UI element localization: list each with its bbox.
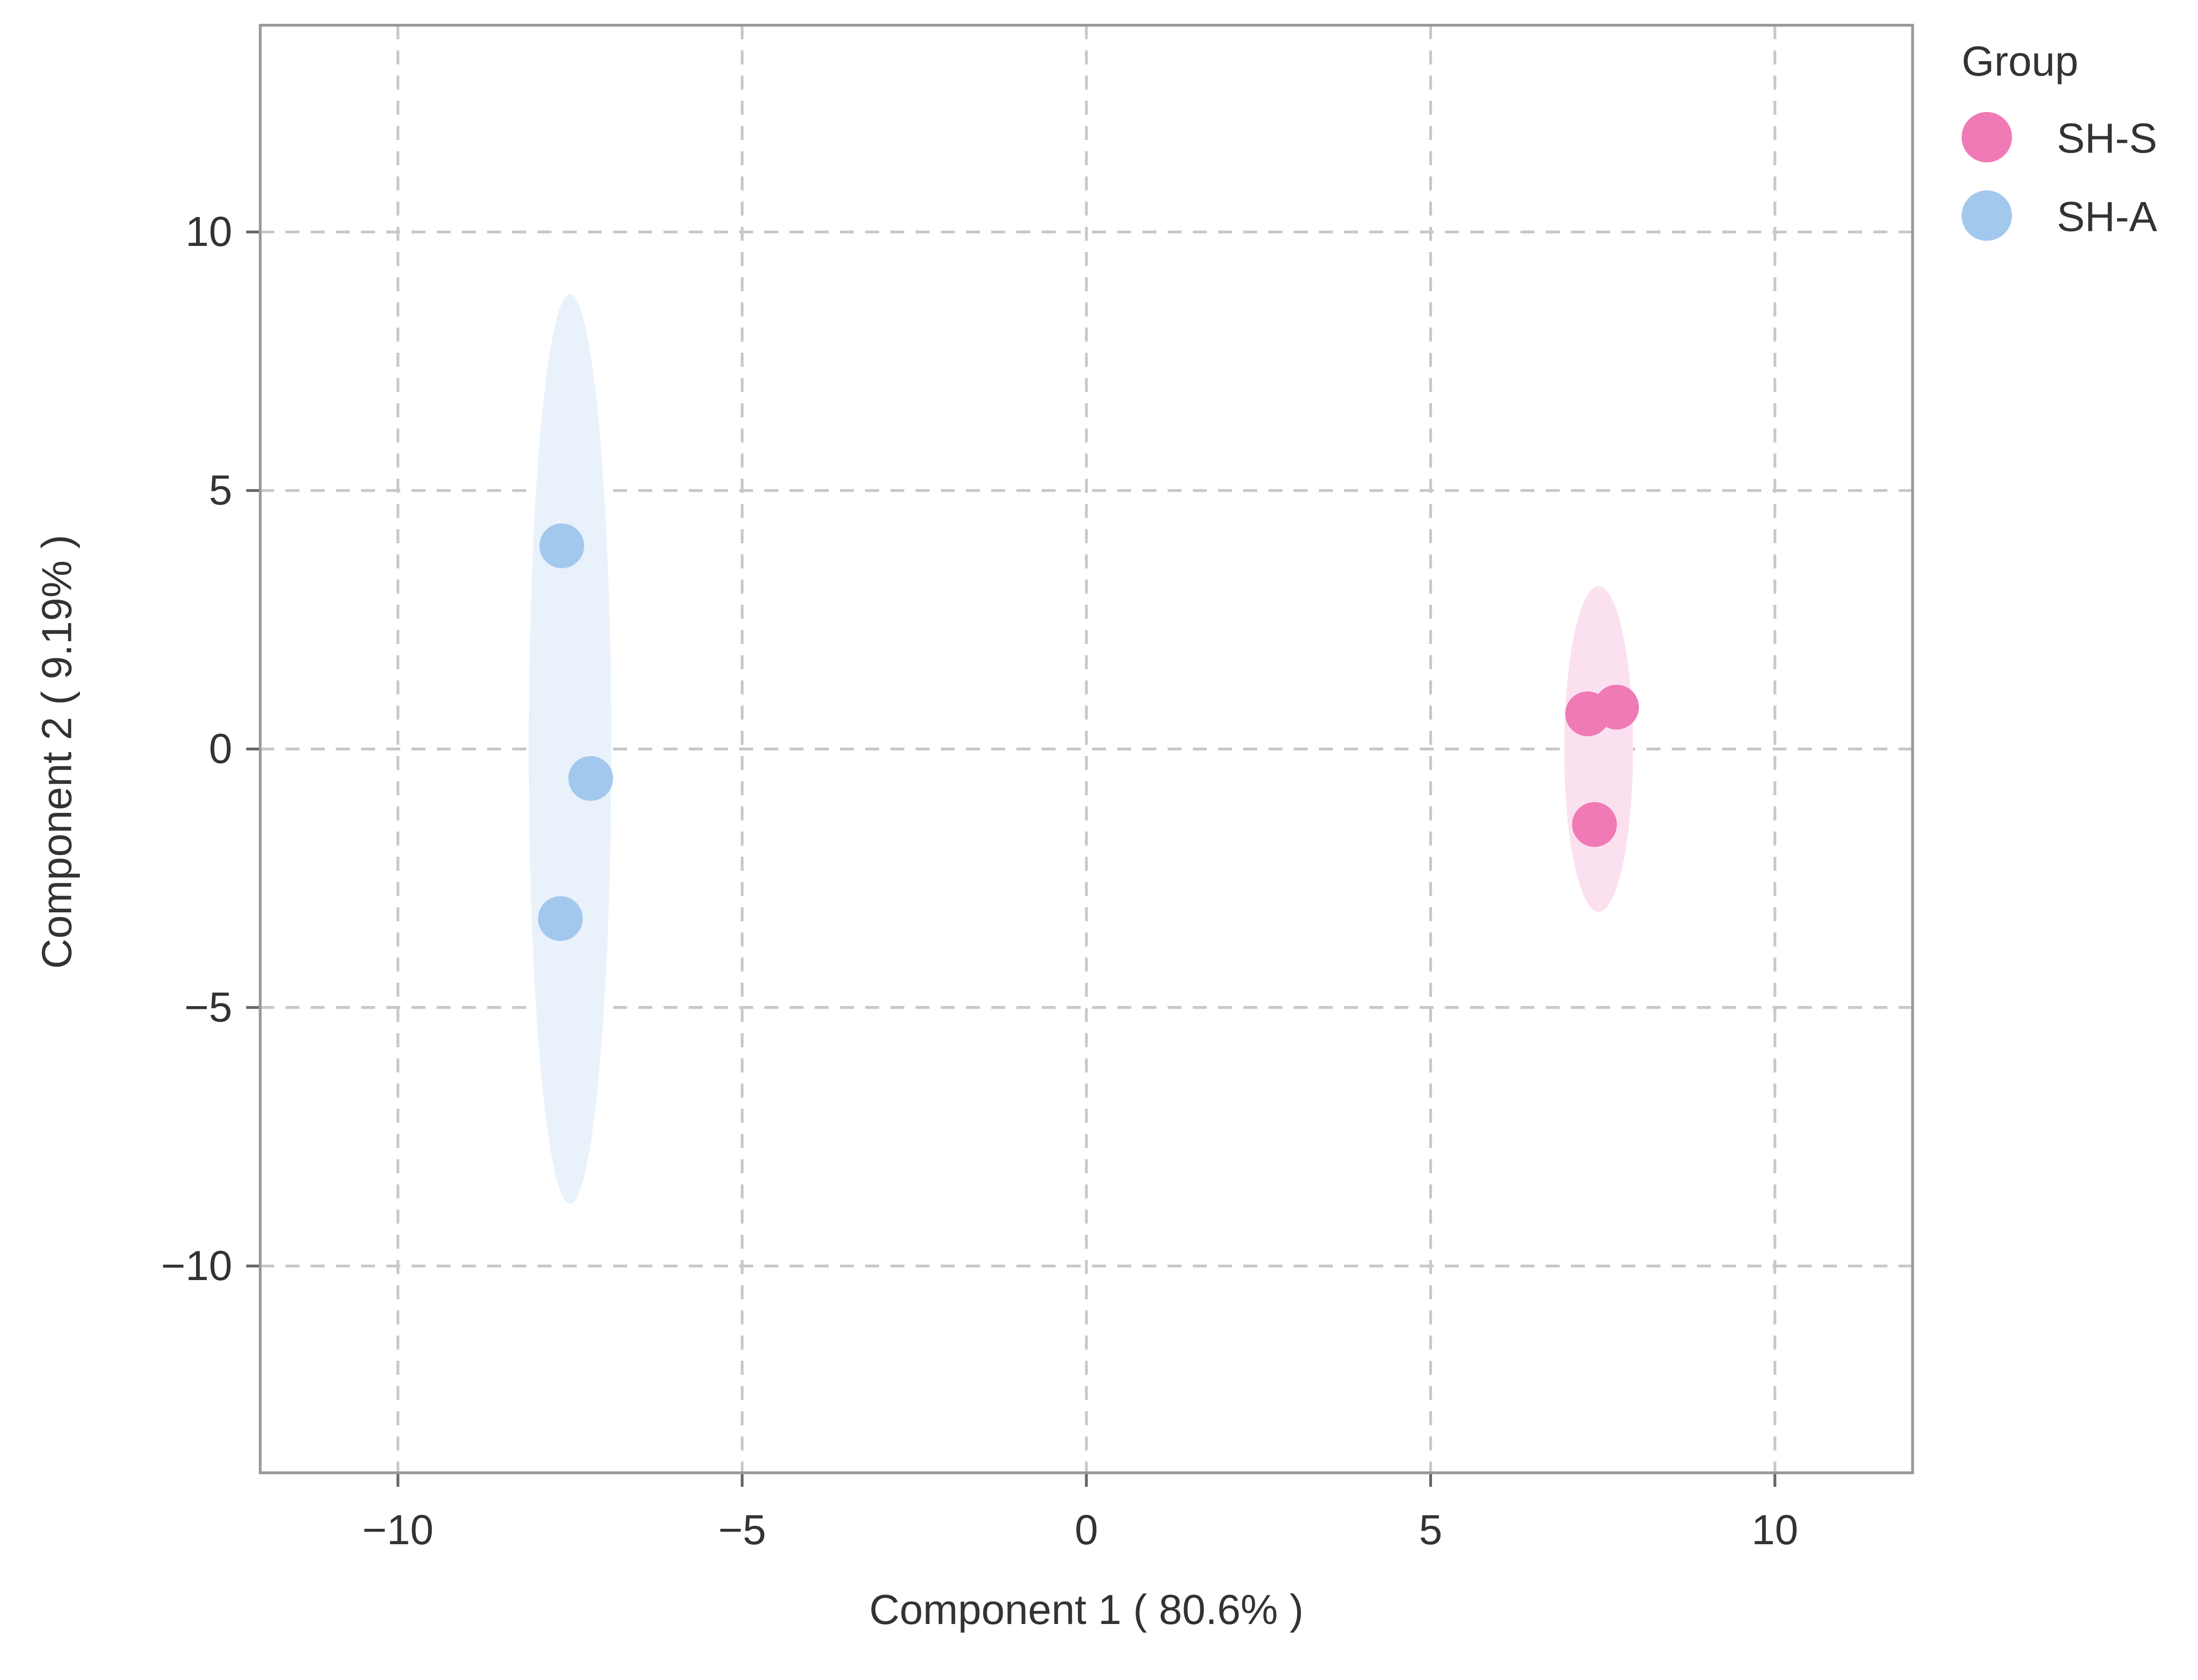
- point: [568, 756, 613, 801]
- x-axis-title: Component 1 ( 80.6% ): [869, 1587, 1304, 1633]
- y-tick-label: 0: [209, 726, 232, 772]
- x-tick-label: 0: [1074, 1507, 1098, 1554]
- legend-label: SH-S: [2057, 115, 2157, 162]
- legend-marker: [1961, 190, 2012, 241]
- y-tick-label: −5: [184, 984, 232, 1031]
- point: [538, 896, 583, 941]
- y-tick-label: −10: [161, 1243, 232, 1289]
- y-axis-title: Component 2 ( 9.19% ): [34, 535, 81, 969]
- y-tick-label: 10: [185, 209, 232, 255]
- x-tick-label: −10: [362, 1507, 434, 1554]
- point: [539, 523, 584, 568]
- plot-border: [259, 24, 1914, 1474]
- confidence-ellipse: [1564, 586, 1633, 912]
- confidence-ellipse: [528, 294, 611, 1204]
- point: [1594, 685, 1639, 730]
- x-tick-label: 10: [1751, 1507, 1798, 1554]
- legend-label: SH-A: [2057, 194, 2157, 240]
- legend-title: Group: [1962, 38, 2079, 85]
- x-tick-label: 5: [1419, 1507, 1442, 1554]
- x-tick-label: −5: [718, 1507, 766, 1554]
- point: [1572, 802, 1617, 847]
- legend-marker: [1961, 112, 2012, 162]
- y-tick-label: 5: [209, 467, 232, 514]
